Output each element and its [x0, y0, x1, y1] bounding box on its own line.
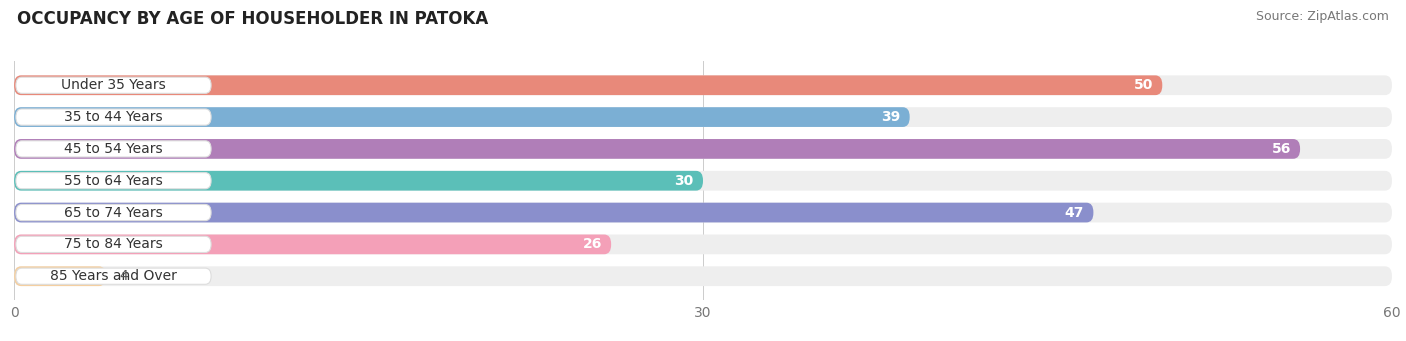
FancyBboxPatch shape [14, 139, 1301, 159]
Text: 35 to 44 Years: 35 to 44 Years [65, 110, 163, 124]
FancyBboxPatch shape [14, 266, 105, 286]
FancyBboxPatch shape [14, 203, 1392, 222]
FancyBboxPatch shape [15, 236, 211, 252]
FancyBboxPatch shape [15, 109, 211, 125]
Text: 75 to 84 Years: 75 to 84 Years [65, 237, 163, 251]
Text: 65 to 74 Years: 65 to 74 Years [65, 206, 163, 220]
Text: 85 Years and Over: 85 Years and Over [51, 269, 177, 283]
Text: 47: 47 [1064, 206, 1084, 220]
FancyBboxPatch shape [14, 107, 1392, 127]
FancyBboxPatch shape [14, 75, 1392, 95]
FancyBboxPatch shape [14, 107, 910, 127]
FancyBboxPatch shape [14, 171, 1392, 191]
Text: Source: ZipAtlas.com: Source: ZipAtlas.com [1256, 10, 1389, 23]
FancyBboxPatch shape [15, 205, 211, 221]
FancyBboxPatch shape [14, 235, 612, 254]
FancyBboxPatch shape [15, 77, 211, 93]
FancyBboxPatch shape [14, 203, 1094, 222]
FancyBboxPatch shape [14, 235, 1392, 254]
FancyBboxPatch shape [14, 171, 703, 191]
FancyBboxPatch shape [15, 268, 211, 284]
Text: 55 to 64 Years: 55 to 64 Years [65, 174, 163, 188]
FancyBboxPatch shape [14, 266, 1392, 286]
FancyBboxPatch shape [14, 75, 1163, 95]
Text: 45 to 54 Years: 45 to 54 Years [65, 142, 163, 156]
FancyBboxPatch shape [15, 141, 211, 157]
Text: Under 35 Years: Under 35 Years [60, 78, 166, 92]
Text: OCCUPANCY BY AGE OF HOUSEHOLDER IN PATOKA: OCCUPANCY BY AGE OF HOUSEHOLDER IN PATOK… [17, 10, 488, 28]
Text: 39: 39 [882, 110, 900, 124]
Text: 56: 56 [1271, 142, 1291, 156]
Text: 26: 26 [582, 237, 602, 251]
Text: 30: 30 [675, 174, 693, 188]
FancyBboxPatch shape [14, 139, 1392, 159]
Text: 50: 50 [1133, 78, 1153, 92]
FancyBboxPatch shape [15, 173, 211, 189]
Text: 4: 4 [120, 269, 128, 283]
